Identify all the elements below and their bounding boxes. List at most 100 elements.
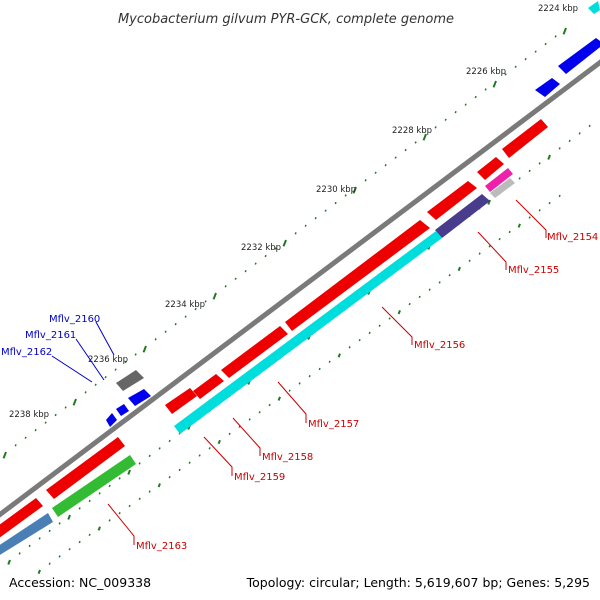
scale-tick	[468, 259, 471, 262]
scale-tick	[304, 224, 307, 227]
scale-tick	[374, 171, 377, 174]
scale-tick	[208, 447, 211, 450]
scale-tick	[388, 317, 391, 320]
scale-tick	[404, 148, 407, 152]
gene-arrow-red-2156	[427, 181, 477, 220]
gene-arrow-pink	[485, 168, 513, 192]
gene-arrow-red-mid	[221, 326, 288, 378]
scale-tick	[118, 512, 121, 515]
scale-tick	[378, 324, 381, 327]
scale-tick	[108, 484, 111, 488]
scale-tick	[364, 179, 367, 182]
scale-tick	[568, 139, 571, 143]
scale-tick	[37, 569, 41, 574]
gene-label-mflv-2161: Mflv_2161	[25, 330, 76, 341]
gene-label-mflv-2159: Mflv_2159	[234, 472, 285, 483]
gene-label-mflv-2163: Mflv_2163	[136, 541, 187, 552]
scale-tick	[142, 345, 147, 353]
tick-label-2236: 2236 kbp	[88, 355, 128, 365]
gene-arrow-darkgray	[116, 370, 144, 391]
gene-arrow-red-long	[285, 220, 430, 331]
gene-arrow-red-2158	[193, 374, 224, 399]
gene-arrow-cyan-corner	[588, 1, 600, 14]
scale-tick	[478, 252, 481, 255]
scale-tick	[78, 507, 81, 510]
scale-tick	[128, 504, 131, 508]
scale-tick	[548, 201, 551, 205]
scale-tick	[298, 382, 301, 385]
tick-label-2232: 2232 kbp	[241, 243, 281, 253]
scale-tick	[72, 398, 77, 406]
gene-arrow-purple	[435, 194, 490, 238]
scale-tick	[352, 186, 357, 194]
scale-tick	[498, 237, 501, 241]
scale-tick	[508, 230, 511, 234]
scale-tick	[288, 389, 291, 392]
tick-label-2238: 2238 kbp	[9, 410, 49, 420]
scale-tick	[212, 292, 217, 300]
scale-tick	[268, 403, 271, 407]
scale-tick	[348, 346, 351, 349]
gene-arrow-blue-2161	[116, 404, 129, 416]
scale-tick	[188, 461, 191, 464]
callout-lines	[51, 199, 547, 545]
scale-tick	[204, 300, 207, 303]
gene-arrow-blue-top	[558, 38, 600, 74]
scale-tick	[308, 375, 311, 378]
scale-tick	[544, 42, 547, 46]
scale-tick	[358, 338, 361, 342]
scale-tick	[448, 274, 451, 277]
scale-tick	[2, 451, 7, 459]
scale-tick	[538, 162, 541, 165]
gene-arrow-blue-2162	[106, 413, 117, 427]
gene-arrow-red-2159	[165, 388, 197, 414]
scale-tick	[78, 540, 81, 544]
scale-tick	[428, 288, 431, 291]
scale-tick	[168, 475, 171, 479]
scale-tick	[504, 73, 507, 76]
scale-tick	[394, 156, 397, 159]
scale-tick	[18, 552, 21, 555]
tick-label-2230: 2230 kbp	[316, 185, 356, 195]
scale-tick	[157, 483, 161, 488]
scale-tick	[7, 559, 11, 565]
scale-tick	[14, 444, 17, 447]
scale-tick	[434, 126, 437, 129]
gene-arrow-red-2163	[46, 437, 125, 499]
scale-tick	[562, 27, 567, 35]
tick-label-2226: 2226 kbp	[466, 67, 506, 77]
scale-tick	[67, 514, 71, 520]
scale-tick	[368, 331, 371, 335]
scale-tick	[414, 141, 417, 144]
scale-tick	[228, 432, 231, 436]
scale-tick	[54, 413, 57, 417]
tick-label-2224: 2224 kbp	[538, 4, 578, 14]
gene-label-mflv-2162: Mflv_2162	[1, 347, 52, 358]
scale-tick	[438, 281, 441, 284]
gene-arrow-green	[52, 455, 136, 517]
scale-tick	[148, 490, 151, 493]
scale-tick	[328, 360, 331, 363]
scale-tick	[254, 262, 257, 265]
scale-tick	[464, 103, 467, 106]
scale-tick	[104, 376, 107, 379]
scale-tick	[194, 307, 197, 311]
scale-tick	[58, 522, 61, 525]
genome-backbone	[0, 59, 600, 518]
gene-arrow-red-2228	[502, 119, 548, 158]
scale-tick	[397, 310, 401, 315]
scale-tick	[198, 454, 201, 457]
scale-tick	[554, 35, 557, 38]
scale-tick	[108, 519, 111, 522]
scale-tick	[384, 164, 387, 167]
gene-arrow-gray-small	[490, 178, 515, 198]
scale-tick	[408, 302, 411, 306]
gene-arrow-blue-2160	[128, 389, 151, 406]
scale-tick	[134, 353, 137, 356]
genome-summary-text: Topology: circular; Length: 5,619,607 bp…	[246, 575, 590, 590]
scale-tick	[217, 439, 221, 445]
gene-label-mflv-2157: Mflv_2157	[308, 419, 359, 430]
scale-tick	[48, 562, 51, 565]
gene-label-mflv-2155: Mflv_2155	[508, 265, 559, 276]
